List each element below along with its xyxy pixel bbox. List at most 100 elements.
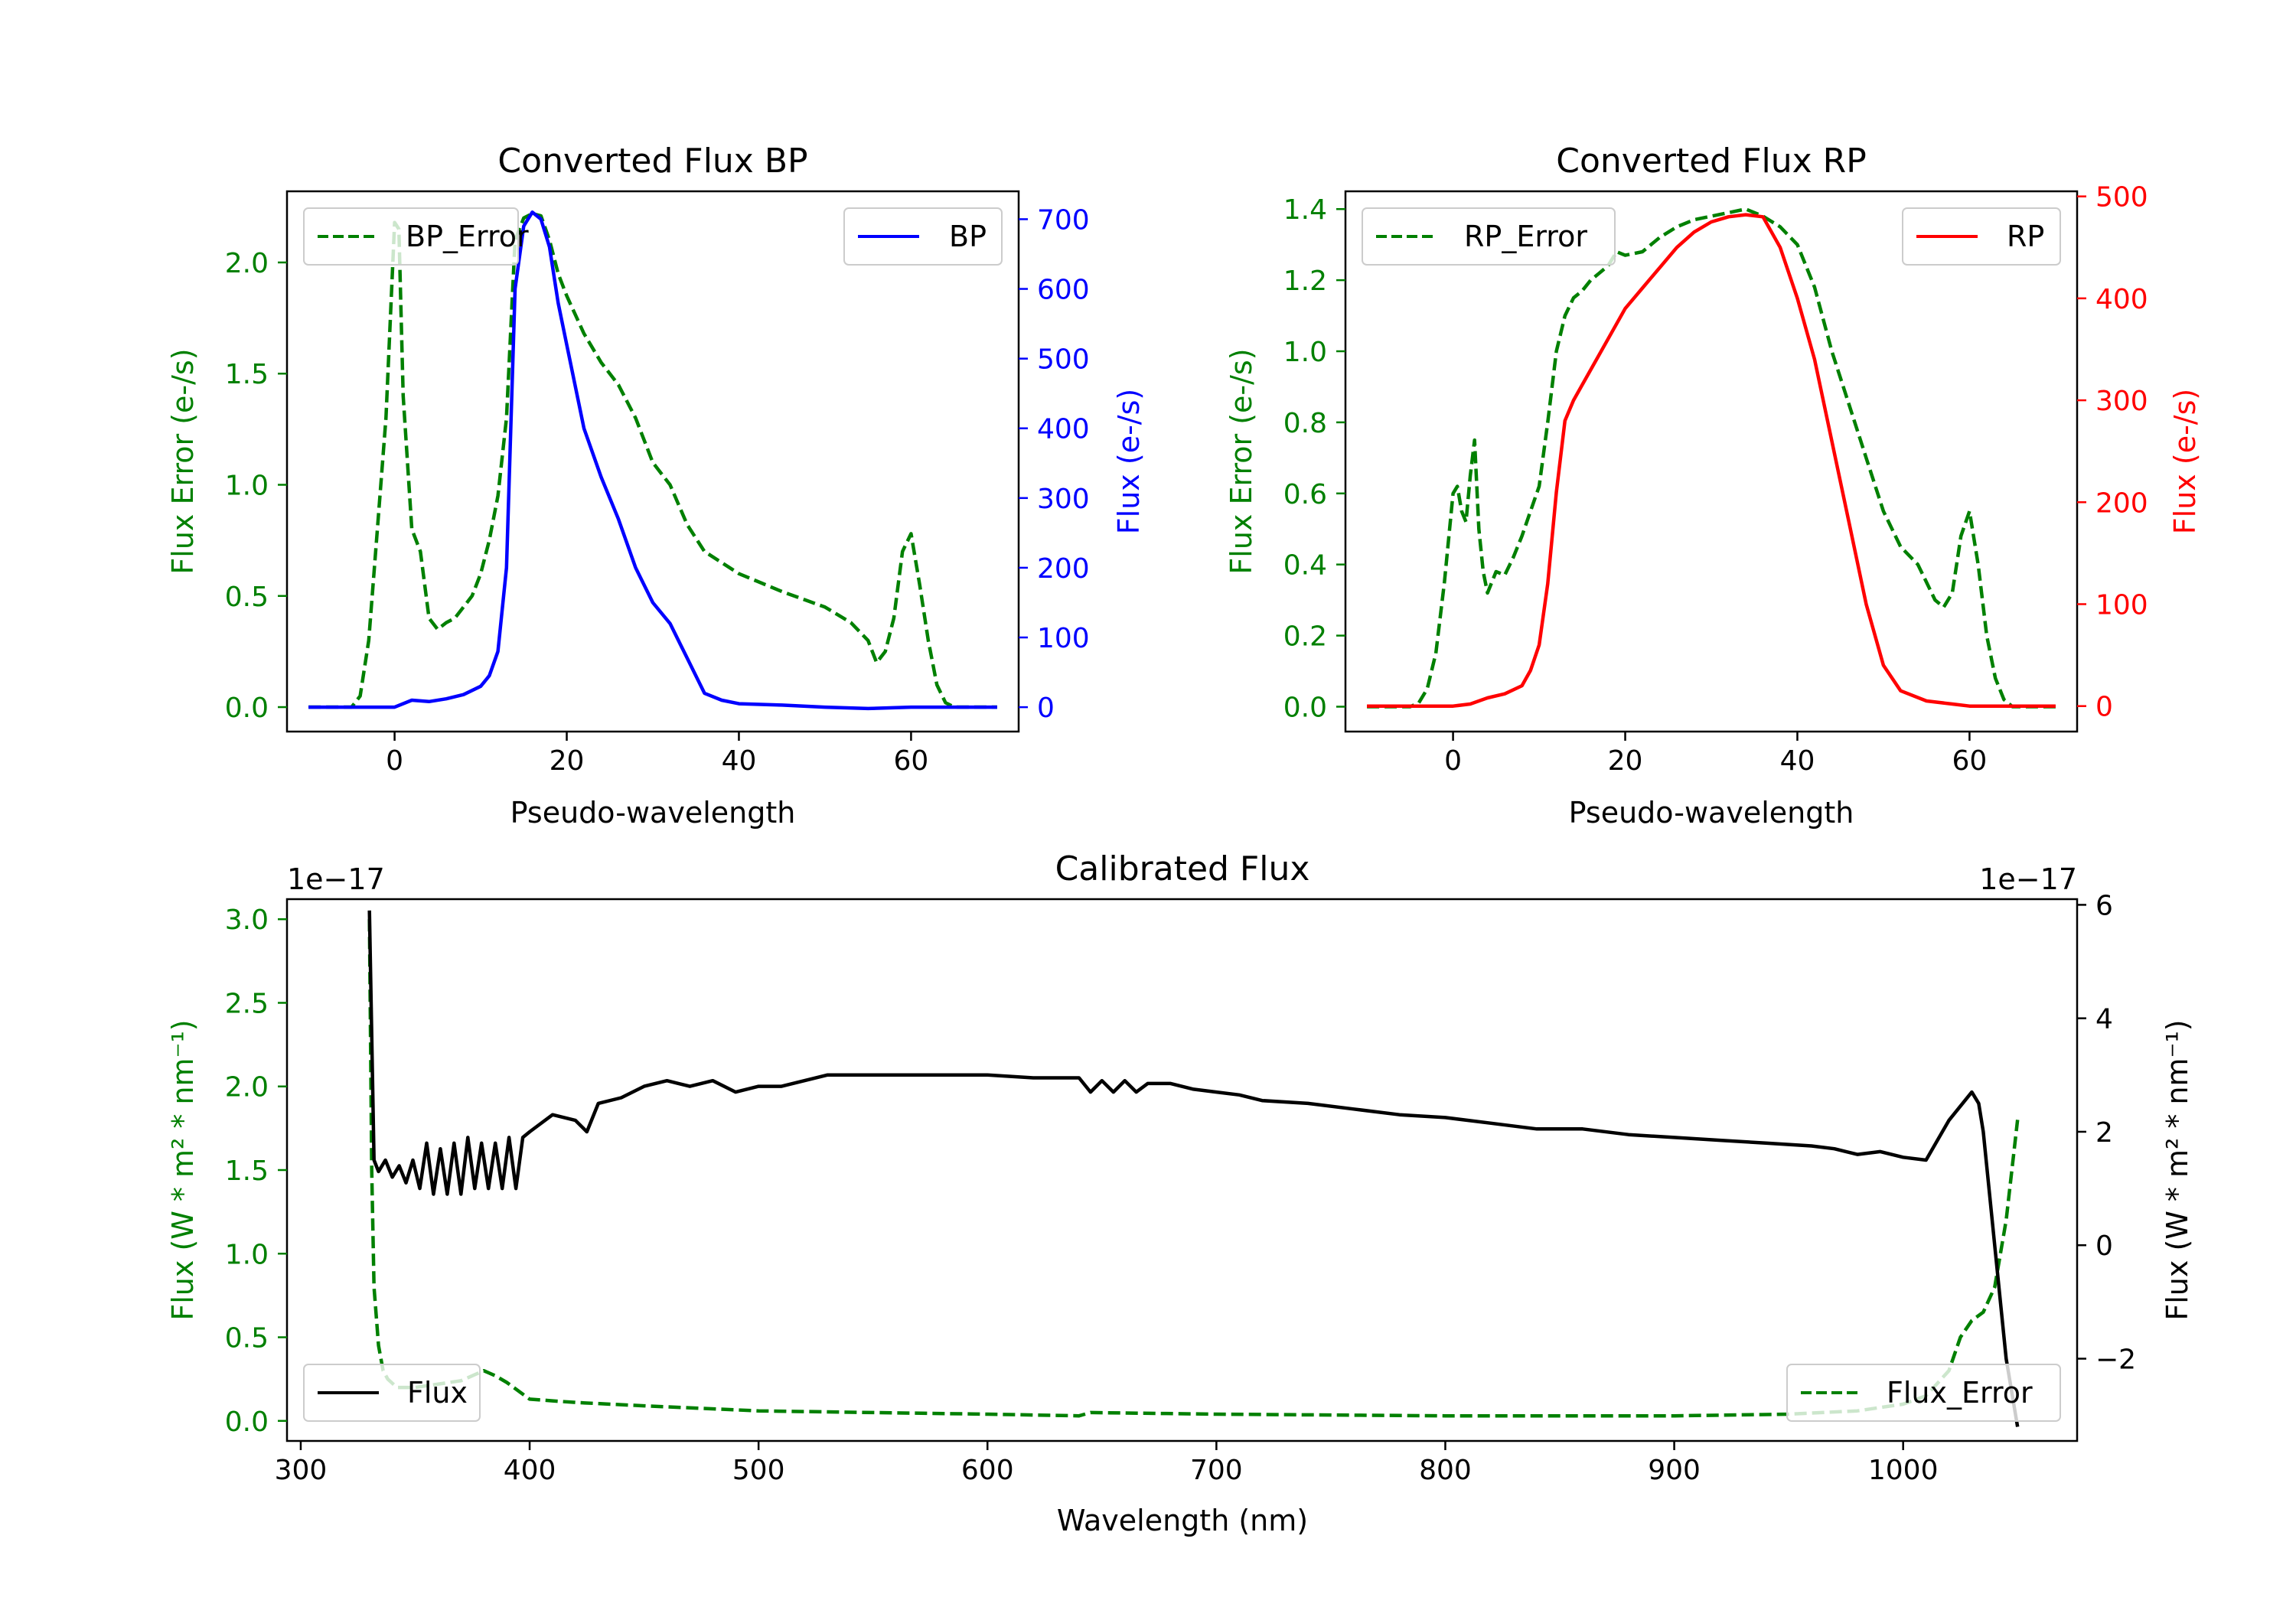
bp-right-tick-label: 600 <box>1037 275 1090 306</box>
rp-right-tick-label: 500 <box>2095 182 2148 214</box>
calibrated-left-tick-label: 0.0 <box>225 1407 269 1438</box>
bp-right-axis-label: Flux (e-/s) <box>1112 389 1146 534</box>
rp-title: Converted Flux RP <box>1556 142 1867 181</box>
rp-right-tick-label: 0 <box>2095 692 2113 723</box>
calibrated-right-tick-label: 2 <box>2095 1117 2113 1149</box>
rp-left-axis-label: Flux Error (e-/s) <box>1225 348 1258 574</box>
calibrated-right-tick-label: 0 <box>2095 1231 2113 1262</box>
calibrated-x-tick-label: 1000 <box>1868 1455 1939 1486</box>
bp-x-tick-label: 40 <box>722 745 757 777</box>
bp-x-tick-label: 0 <box>386 745 403 777</box>
rp-left-tick-label: 0.6 <box>1283 479 1327 510</box>
calibrated-right-tick-label: 6 <box>2095 890 2113 921</box>
rp-left-tick-label: 0.8 <box>1283 408 1327 439</box>
rp-right-tick-label: 400 <box>2095 284 2148 315</box>
calibrated-x-tick-label: 400 <box>504 1455 556 1486</box>
calibrated-title: Calibrated Flux <box>1055 849 1310 888</box>
bp-right-tick-label: 700 <box>1037 204 1090 236</box>
calibrated-legend-left-label: Flux <box>407 1376 468 1410</box>
calibrated-left-axis-label: Flux (W * m² * nm⁻¹) <box>166 1019 200 1320</box>
calibrated-legend-right-label: Flux_Error <box>1887 1376 2033 1410</box>
bp-right-tick-label: 0 <box>1037 693 1055 724</box>
rp-left-tick-label: 0.4 <box>1283 550 1327 582</box>
bp-x-ticks: 0 20 40 60 <box>386 732 928 777</box>
rp-x-ticks: 0 20 40 60 <box>1444 732 1987 777</box>
bp-series-bp-error <box>308 211 997 709</box>
rp-x-tick-label: 40 <box>1780 745 1815 777</box>
calibrated-x-tick-label: 800 <box>1419 1455 1472 1486</box>
calibrated-legend-right: Flux_Error <box>1786 1364 2061 1422</box>
calibrated-legend-right-box <box>1786 1364 2061 1422</box>
calibrated-right-tick-label: 4 <box>2095 1004 2113 1035</box>
bp-right-tick-label: 400 <box>1037 414 1090 445</box>
calibrated-x-tick-label: 300 <box>275 1455 328 1486</box>
bp-left-tick-label: 1.5 <box>225 359 269 390</box>
rp-left-tick-label: 0.0 <box>1283 692 1327 723</box>
bp-x-tick-label: 60 <box>894 745 929 777</box>
bp-legend-right-label: BP <box>949 220 987 253</box>
rp-series-rp-error <box>1367 207 2056 709</box>
rp-right-tick-label: 100 <box>2095 589 2148 621</box>
bp-legend-left-box <box>303 207 519 266</box>
chart-bp: 0 20 40 60 0.0 0.5 1.0 1.5 2.0 0 100 200 300 400 500… <box>166 142 1146 830</box>
rp-legend-right-label: RP <box>2007 220 2044 253</box>
rp-legend-right-box <box>1902 207 2061 266</box>
bp-left-axis-label: Flux Error (e-/s) <box>166 348 200 574</box>
bp-legend-right: BP <box>843 207 1003 266</box>
rp-right-tick-label: 300 <box>2095 386 2148 417</box>
calibrated-left-ticks: 0.0 0.5 1.0 1.5 2.0 2.5 3.0 <box>225 905 287 1438</box>
bp-right-tick-label: 300 <box>1037 484 1090 515</box>
calibrated-left-tick-label: 1.5 <box>225 1156 269 1187</box>
chart-calibrated: 300 400 500 600 700 800 900 1000 0.0 0.5 1.0 1.5 2.… <box>166 849 2194 1537</box>
rp-left-tick-label: 0.2 <box>1283 621 1327 653</box>
calibrated-left-tick-label: 2.5 <box>225 988 269 1019</box>
calibrated-left-tick-label: 1.0 <box>225 1239 269 1270</box>
rp-legend-right: RP <box>1902 207 2061 266</box>
calibrated-left-tick-label: 2.0 <box>225 1072 269 1103</box>
rp-series-rp <box>1367 213 2056 708</box>
bp-left-ticks: 0.0 0.5 1.0 1.5 2.0 <box>225 248 287 724</box>
bp-right-tick-label: 500 <box>1037 344 1090 376</box>
bp-right-tick-label: 200 <box>1037 553 1090 585</box>
calibrated-legend-left: Flux <box>303 1364 481 1422</box>
bp-left-tick-label: 1.0 <box>225 471 269 502</box>
bp-axes-frame <box>285 190 1020 733</box>
rp-right-ticks: 0 100 200 300 400 500 <box>2077 182 2148 723</box>
calibrated-left-tick-label: 0.5 <box>225 1323 269 1354</box>
rp-x-tick-label: 60 <box>1952 745 1988 777</box>
calibrated-x-tick-label: 700 <box>1190 1455 1243 1486</box>
rp-x-tick-label: 20 <box>1608 745 1643 777</box>
rp-left-tick-label: 1.4 <box>1283 194 1327 226</box>
rp-left-tick-label: 1.2 <box>1283 266 1327 297</box>
calibrated-x-tick-label: 900 <box>1648 1455 1701 1486</box>
calibrated-left-offset: 1e−17 <box>287 862 385 896</box>
calibrated-x-tick-label: 500 <box>732 1455 785 1486</box>
rp-legend-left-label: RP_Error <box>1464 220 1587 253</box>
calibrated-x-tick-label: 600 <box>961 1455 1014 1486</box>
rp-x-axis-label: Pseudo-wavelength <box>1569 796 1854 830</box>
bp-legend-left-label: BP_Error <box>406 220 529 253</box>
rp-legend-left: RP_Error <box>1362 207 1616 266</box>
bp-legend-right-box <box>843 207 1003 266</box>
calibrated-right-offset: 1e−17 <box>1979 862 2077 896</box>
rp-right-tick-label: 200 <box>2095 487 2148 519</box>
bp-left-tick-label: 0.5 <box>225 582 269 613</box>
bp-left-tick-label: 0.0 <box>225 693 269 724</box>
calibrated-legend-left-box <box>303 1364 481 1422</box>
bp-legend-left: BP_Error <box>303 207 529 266</box>
calibrated-right-axis-label: Flux (W * m² * nm⁻¹) <box>2161 1019 2194 1320</box>
rp-x-tick-label: 0 <box>1444 745 1462 777</box>
bp-plot-area <box>308 210 997 711</box>
chart-rp: 0 20 40 60 0.0 0.2 0.4 0.6 0.8 1.0 1.2 1.4 0 100 200… <box>1225 142 2202 830</box>
calibrated-x-ticks: 300 400 500 600 700 800 900 1000 <box>275 1441 1939 1486</box>
bp-right-ticks: 0 100 200 300 400 500 600 700 <box>1019 204 1090 724</box>
rp-axes-frame <box>1344 190 2079 733</box>
bp-title: Converted Flux BP <box>497 142 807 181</box>
calibrated-right-ticks: −2 0 2 4 6 <box>2077 890 2136 1376</box>
calibrated-left-tick-label: 3.0 <box>225 905 269 936</box>
bp-x-axis-label: Pseudo-wavelength <box>510 796 796 830</box>
bp-right-tick-label: 100 <box>1037 623 1090 654</box>
bp-x-tick-label: 20 <box>550 745 585 777</box>
